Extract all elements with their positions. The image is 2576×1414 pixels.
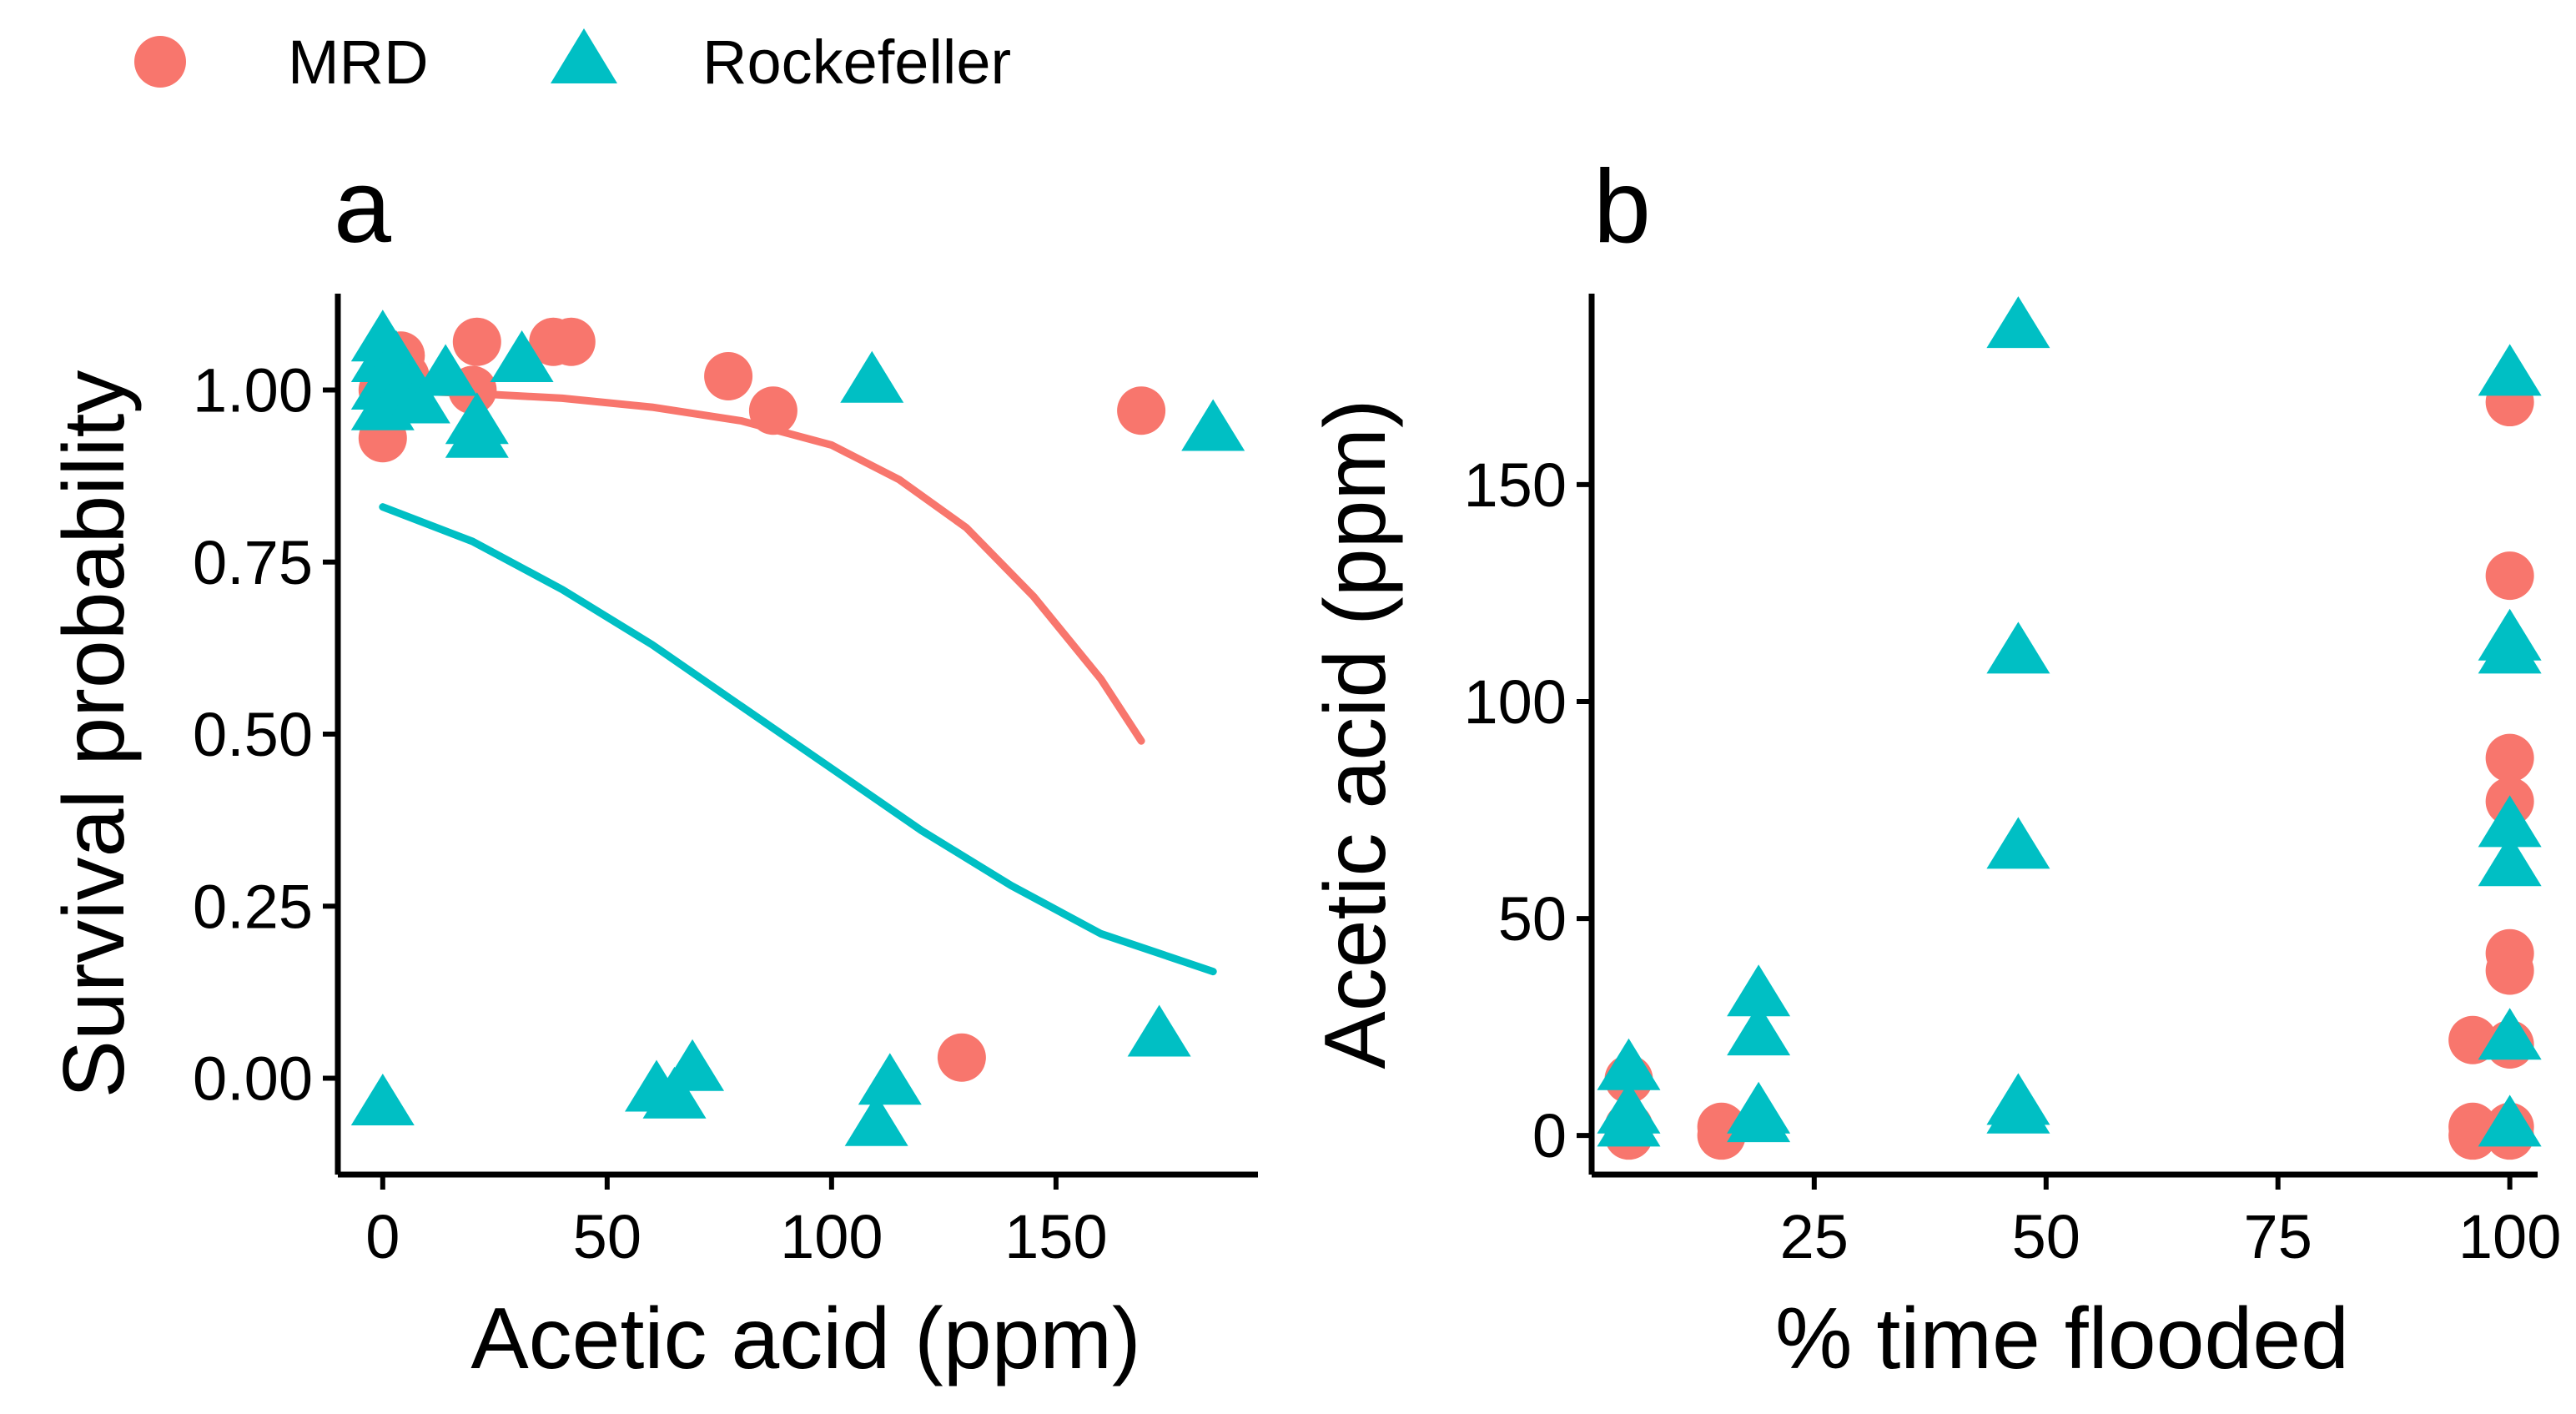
panel-a-rockefeller-point [386,371,450,424]
panel-b-x-tick-label: 50 [2012,1202,2080,1271]
panel-b-y-tick-label: 0 [1532,1101,1567,1170]
panel-b-rockefeller-point [1597,1094,1661,1147]
panel-a-rockefeller-point [858,1053,922,1105]
panel-a-y-tick-label: 0.00 [193,1044,313,1114]
panel-b-x-tick-label: 100 [2458,1202,2561,1271]
panel-b-rockefeller-point [1986,1081,2050,1134]
panel-a-x-tick-label: 150 [1004,1202,1107,1271]
panel-a-rockefeller-point [414,344,478,396]
panel-b-label: b [1593,149,1651,264]
legend-rockefeller-marker [551,28,617,83]
panel-a-x-tick-label: 0 [365,1202,400,1271]
panel-b-rockefeller-point [2478,344,2542,396]
panel-a-y-tick-label: 0.50 [193,700,313,769]
panel-b-axes [1588,294,2538,1178]
panel-a-rockefeller-fit-line [379,503,1217,976]
panel-a-y-tick-label: 0.25 [193,872,313,941]
panel-b-points [1597,296,2542,1160]
panel-b-rockefeller-point [2478,1008,2542,1060]
panel-b-mrd-point [2485,946,2534,995]
panel-b-mrd-point [2485,733,2534,782]
panel-a-mrd-point [546,317,596,366]
panel-a-mrd-fit-line [379,386,1145,745]
panel-a-y-tick-label: 0.75 [193,528,313,597]
panel-b-ticks: 25 50 75 100 0 50 100 150 [1464,450,2562,1271]
legend-rockefeller-label: Rockefeller [702,28,1011,97]
panel-b-rockefeller-point [1597,1038,1661,1090]
panel-b-rockefeller-point [1727,1004,1791,1056]
panel-a-mrd-point [937,1033,986,1082]
panel-b-rockefeller-point [2478,621,2542,674]
panel-b-y-axis-title: Acetic acid (ppm) [1307,399,1404,1069]
panel-b-rockefeller-point [2478,1094,2542,1147]
panel-a-rockefeller-point [844,1094,908,1146]
panel-b-y-tick-label: 100 [1464,667,1567,737]
panel-a-mrd-point [452,317,501,366]
panel-b-x-tick-label: 25 [1780,1202,1849,1271]
panel-a-y-axis-title: Survival probability [46,370,143,1099]
panel-a-rockefeller-point [840,350,904,403]
legend-mrd-marker [134,36,186,88]
panel-a-x-axis-title: Acetic acid (ppm) [470,1291,1140,1387]
panel-b-rockefeller-point [2478,834,2542,887]
panel-a-mrd-point [704,352,753,400]
panel-b-rockefeller-point [1986,621,2050,674]
panel-b-rockefeller-point [1727,1090,1791,1143]
legend: MRD Rockefeller [134,28,1011,97]
panel-a-rockefeller-point [642,1066,707,1119]
panel-a-rockefeller-point [350,1074,415,1126]
panel-a-rockefeller-point [1127,1004,1191,1057]
panel-a-rockefeller-point [490,330,554,383]
panel-b-mrd-point [2448,1111,2498,1160]
panel-a-mrd-point [1117,386,1166,435]
panel-a-rockefeller-point [1181,399,1245,451]
panel-a-y-tick-label: 1.00 [193,356,313,425]
panel-a-ticks: 0 50 100 150 0.00 0.25 0.50 0.75 1.00 [193,356,1108,1272]
panel-a-rockefeller-point [661,1039,725,1091]
panel-b-rockefeller-point [1727,964,1791,1017]
legend-mrd-label: MRD [288,28,429,97]
panel-a-rockefeller-point [445,405,509,458]
panel-b-rockefeller-point [1986,296,2050,349]
panel-a: a 0 50 100 150 0.00 0.25 0.50 0.75 1.00 Acetic a… [46,149,1258,1387]
panel-b: b 25 50 75 100 0 50 100 150 % time flooded Acet… [1307,149,2561,1387]
panel-b-mrd-point [2485,551,2534,601]
panel-a-points [350,309,1245,1146]
panel-a-x-tick-label: 50 [573,1202,641,1271]
panel-b-y-tick-label: 150 [1464,450,1567,520]
panel-a-label: a [334,149,391,264]
panel-a-mrd-point [748,386,797,435]
panel-a-x-tick-label: 100 [780,1202,883,1271]
panel-b-y-tick-label: 50 [1498,884,1567,954]
panel-b-x-tick-label: 75 [2244,1202,2312,1271]
panel-b-rockefeller-point [2478,795,2542,848]
panel-b-rockefeller-point [1986,817,2050,869]
panel-b-x-axis-title: % time flooded [1775,1291,2349,1387]
panel-a-fit-lines [379,386,1217,976]
